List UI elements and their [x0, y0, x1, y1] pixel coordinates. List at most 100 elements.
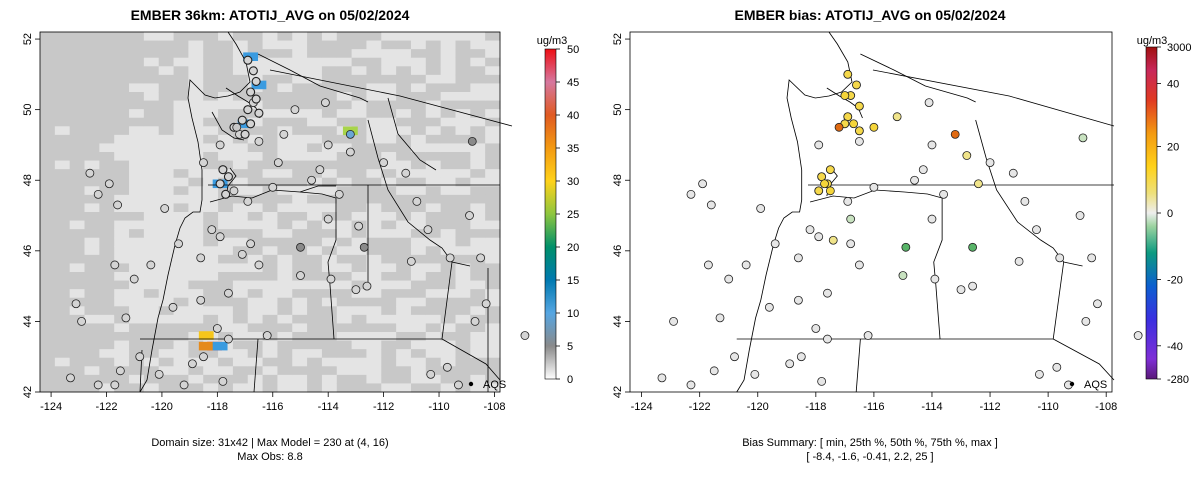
grid-cell: [321, 297, 338, 307]
grid-cell: [40, 212, 56, 221]
grid-cell: [366, 117, 382, 127]
aqs-cluster-marker: [251, 94, 261, 104]
grid-cell: [262, 229, 278, 239]
grid-cell: [470, 134, 486, 144]
grid-cell: [247, 203, 263, 213]
grid-cell: [381, 74, 397, 84]
grid-cell: [396, 186, 412, 196]
colorbar-ticks-right: 3000 40 20 0 -20 -40 -280: [1157, 42, 1191, 386]
grid-cell: [84, 297, 100, 307]
grid-cell: [351, 169, 367, 179]
grid-cell: [381, 57, 397, 67]
grid-cell: [218, 74, 234, 84]
grid-cell: [54, 212, 71, 221]
grid-cell: [40, 57, 56, 67]
grid-cell: [440, 220, 456, 230]
grid-cell: [440, 357, 456, 367]
grid-cell: [40, 117, 56, 127]
grid-cell: [277, 314, 293, 324]
grid-cell: [158, 306, 174, 316]
aqs-site-marker: [315, 165, 325, 175]
grid-cell: [232, 263, 249, 273]
grid-cell: [158, 237, 174, 247]
grid-cell: [69, 237, 85, 247]
grid-cell: [307, 229, 323, 239]
grid-cell: [143, 143, 160, 153]
grid-cell: [366, 152, 382, 161]
hotspot-cell: [212, 341, 228, 351]
grid-cell: [143, 92, 160, 101]
grid-cell: [455, 323, 471, 333]
bias-neutral-marker: [846, 239, 856, 249]
grid-cell: [203, 306, 219, 316]
aqs-cluster-marker: [254, 108, 264, 118]
y-tick-label: 42: [612, 386, 624, 398]
grid-cell: [366, 220, 382, 230]
mt-wy-border: [441, 338, 501, 381]
grid-cell: [336, 314, 353, 324]
grid-cell: [277, 109, 293, 119]
bias-neutral-marker: [669, 317, 678, 326]
grid-cell: [158, 314, 174, 324]
grid-cell: [129, 134, 145, 144]
grid-cell: [336, 340, 353, 350]
grid-cell: [188, 134, 204, 144]
grid-cell: [366, 74, 382, 84]
grid-cell: [203, 83, 219, 93]
grid-cell: [40, 83, 56, 93]
bias-neutral-marker: [910, 175, 919, 185]
grid-cell: [173, 366, 189, 376]
grid-cell: [336, 32, 353, 41]
grid-cell: [173, 194, 189, 204]
grid-cell: [188, 152, 204, 161]
grid-cell: [292, 49, 308, 59]
grid-cell: [366, 212, 382, 221]
grid-cell: [440, 160, 456, 170]
grid-cell: [262, 126, 278, 136]
grid-cell: [336, 40, 353, 50]
grid-cell: [69, 92, 85, 101]
grid-cell: [232, 272, 249, 281]
aqs-site-marker: [168, 302, 178, 312]
grid-cell: [262, 194, 278, 204]
grid-cell: [351, 272, 367, 281]
grid-cell: [99, 314, 115, 324]
grid-cell: [262, 366, 278, 376]
x-tick-label: -120: [747, 401, 769, 413]
grid-cell: [292, 143, 308, 153]
grid-cell: [485, 117, 501, 127]
grid-cell: [307, 272, 323, 281]
grid-cell: [262, 117, 278, 127]
grid-cell: [351, 203, 367, 213]
grid-cell: [203, 289, 219, 299]
grid-cell: [277, 203, 293, 213]
grid-cell: [188, 57, 204, 67]
grid-cell: [410, 40, 427, 50]
grid-cell: [188, 109, 204, 119]
axes-right: -124 -122 -120 -118 -116 -114 -112 -110 -108 42 44…: [612, 33, 1117, 413]
grid-cell: [366, 143, 382, 153]
grid-cell: [69, 357, 85, 367]
grid-cell: [485, 272, 501, 281]
grid-cell: [143, 109, 160, 119]
grid-cell: [410, 349, 427, 359]
grid-cell: [114, 254, 130, 264]
grid-cell: [84, 117, 100, 127]
grid-cell: [351, 349, 367, 359]
grid-cell: [203, 203, 219, 213]
bias-neutral-marker: [709, 366, 719, 376]
grid-cell: [277, 349, 293, 359]
grid-cell: [173, 74, 189, 84]
grid-cell: [410, 186, 427, 196]
grid-cell: [232, 229, 249, 239]
grid-cell: [54, 160, 71, 170]
grid-cell: [158, 83, 174, 93]
grid-cell: [470, 83, 486, 93]
grid-cell: [307, 40, 323, 50]
grid-cell: [247, 246, 263, 256]
grid-cell: [247, 40, 263, 50]
grid-cell: [425, 280, 442, 290]
grid-cell: [158, 49, 174, 59]
grid-cell: [485, 297, 501, 307]
